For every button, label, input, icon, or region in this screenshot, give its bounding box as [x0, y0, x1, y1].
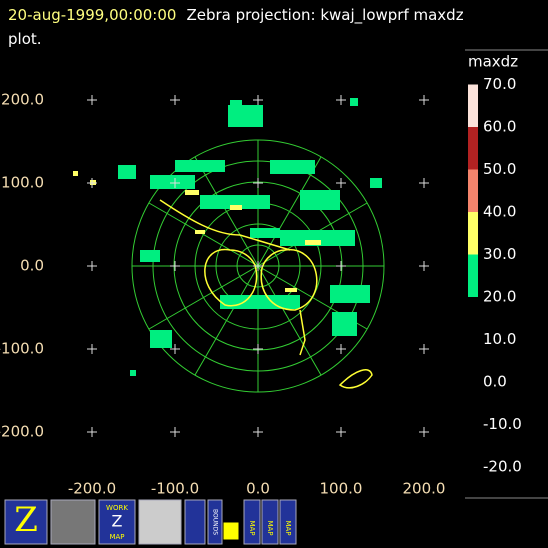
grid-cross [253, 344, 263, 354]
grid-cross [253, 95, 263, 105]
grid-cross [87, 427, 97, 437]
grid-cross [87, 95, 97, 105]
coastlines [159, 199, 373, 389]
header: 20-aug-1999,00:00:00 Zebra projection: kw… [8, 3, 468, 51]
color-scale-label: 30.0 [483, 245, 516, 263]
color-scale-label: 20.0 [483, 288, 516, 306]
grid-cross [419, 178, 429, 188]
x-tick-label: -100.0 [151, 480, 199, 498]
grid-cross [170, 427, 180, 437]
image-button[interactable] [50, 499, 96, 545]
color-scale-label: -20.0 [483, 458, 522, 476]
echoes [118, 98, 382, 376]
grid-cross [419, 95, 429, 105]
title: Zebra projection: kwaj_lowprf maxdz plot… [8, 6, 464, 48]
bounds-button[interactable] [207, 499, 223, 545]
zebra-logo: Z [14, 500, 38, 540]
color-band [468, 212, 478, 255]
grid-cross [336, 178, 346, 188]
grid-cross [170, 95, 180, 105]
color-band [468, 127, 478, 170]
rings-button[interactable] [184, 499, 206, 545]
color-scale-label: 40.0 [483, 203, 516, 221]
button-label: MAP [284, 520, 292, 535]
grid-cross [336, 344, 346, 354]
color-band [468, 84, 478, 127]
y-tick-label: 0.0 [20, 257, 44, 275]
button-label: WORK [106, 504, 128, 512]
color-scale-label: 10.0 [483, 330, 516, 348]
color-scale-label: 0.0 [483, 373, 507, 391]
toolbar: Z WORK Z MAP BOUNDS MAP MAP MAP [4, 499, 297, 545]
button-label: Z [112, 512, 123, 531]
color-scale-label: 60.0 [483, 118, 516, 136]
grid-cross [170, 261, 180, 271]
x-tick-label: 100.0 [320, 480, 363, 498]
color-scale-label: -10.0 [483, 415, 522, 433]
color-band [468, 169, 478, 212]
grid-cross [253, 178, 263, 188]
grid-cross [87, 344, 97, 354]
y-tick-label: -200.0 [0, 423, 44, 441]
grid-cross [253, 261, 263, 271]
date: 20-aug-1999,00:00:00 [8, 6, 177, 24]
grid-cross [253, 427, 263, 437]
map-button[interactable] [279, 499, 297, 545]
y-tick-label: 200.0 [1, 91, 44, 109]
grid-cross [336, 95, 346, 105]
x-tick-label: -200.0 [68, 480, 116, 498]
y-tick-label: 100.0 [1, 174, 44, 192]
grid-cross [87, 261, 97, 271]
y-tick-label: -100.0 [0, 340, 44, 358]
map-button[interactable] [243, 499, 261, 545]
grid-cross [419, 261, 429, 271]
color-scale-label: 50.0 [483, 160, 516, 178]
grid-cross [336, 261, 346, 271]
button-label: MAP [248, 520, 256, 535]
grid-cross [170, 344, 180, 354]
zebra-button[interactable] [4, 499, 48, 545]
button-label: MAP [266, 520, 274, 535]
grid-cross [87, 178, 97, 188]
color-scale-title: maxdz [468, 53, 518, 71]
grid-cross [170, 178, 180, 188]
color-band [468, 254, 478, 297]
axes: -200.0 -100.0 0.0 100.0 200.0 200.0 100.0 0.0 -1… [0, 91, 445, 498]
grid-cross [419, 344, 429, 354]
button-label: BOUNDS [212, 509, 219, 535]
work-map-button[interactable] [98, 499, 136, 545]
x-tick-label: 0.0 [246, 480, 270, 498]
grid-button[interactable] [222, 521, 240, 541]
map-button[interactable] [261, 499, 279, 545]
color-scale-label: 70.0 [483, 75, 516, 93]
grid-cross [336, 427, 346, 437]
button-label: MAP [109, 533, 124, 541]
color-scale: maxdz 70.0 60.0 50.0 40.0 30.0 20.0 10.0 0.0 -10… [465, 49, 548, 499]
grid-cross [419, 427, 429, 437]
x-tick-label: 200.0 [403, 480, 446, 498]
kwaj-button[interactable] [138, 499, 182, 545]
